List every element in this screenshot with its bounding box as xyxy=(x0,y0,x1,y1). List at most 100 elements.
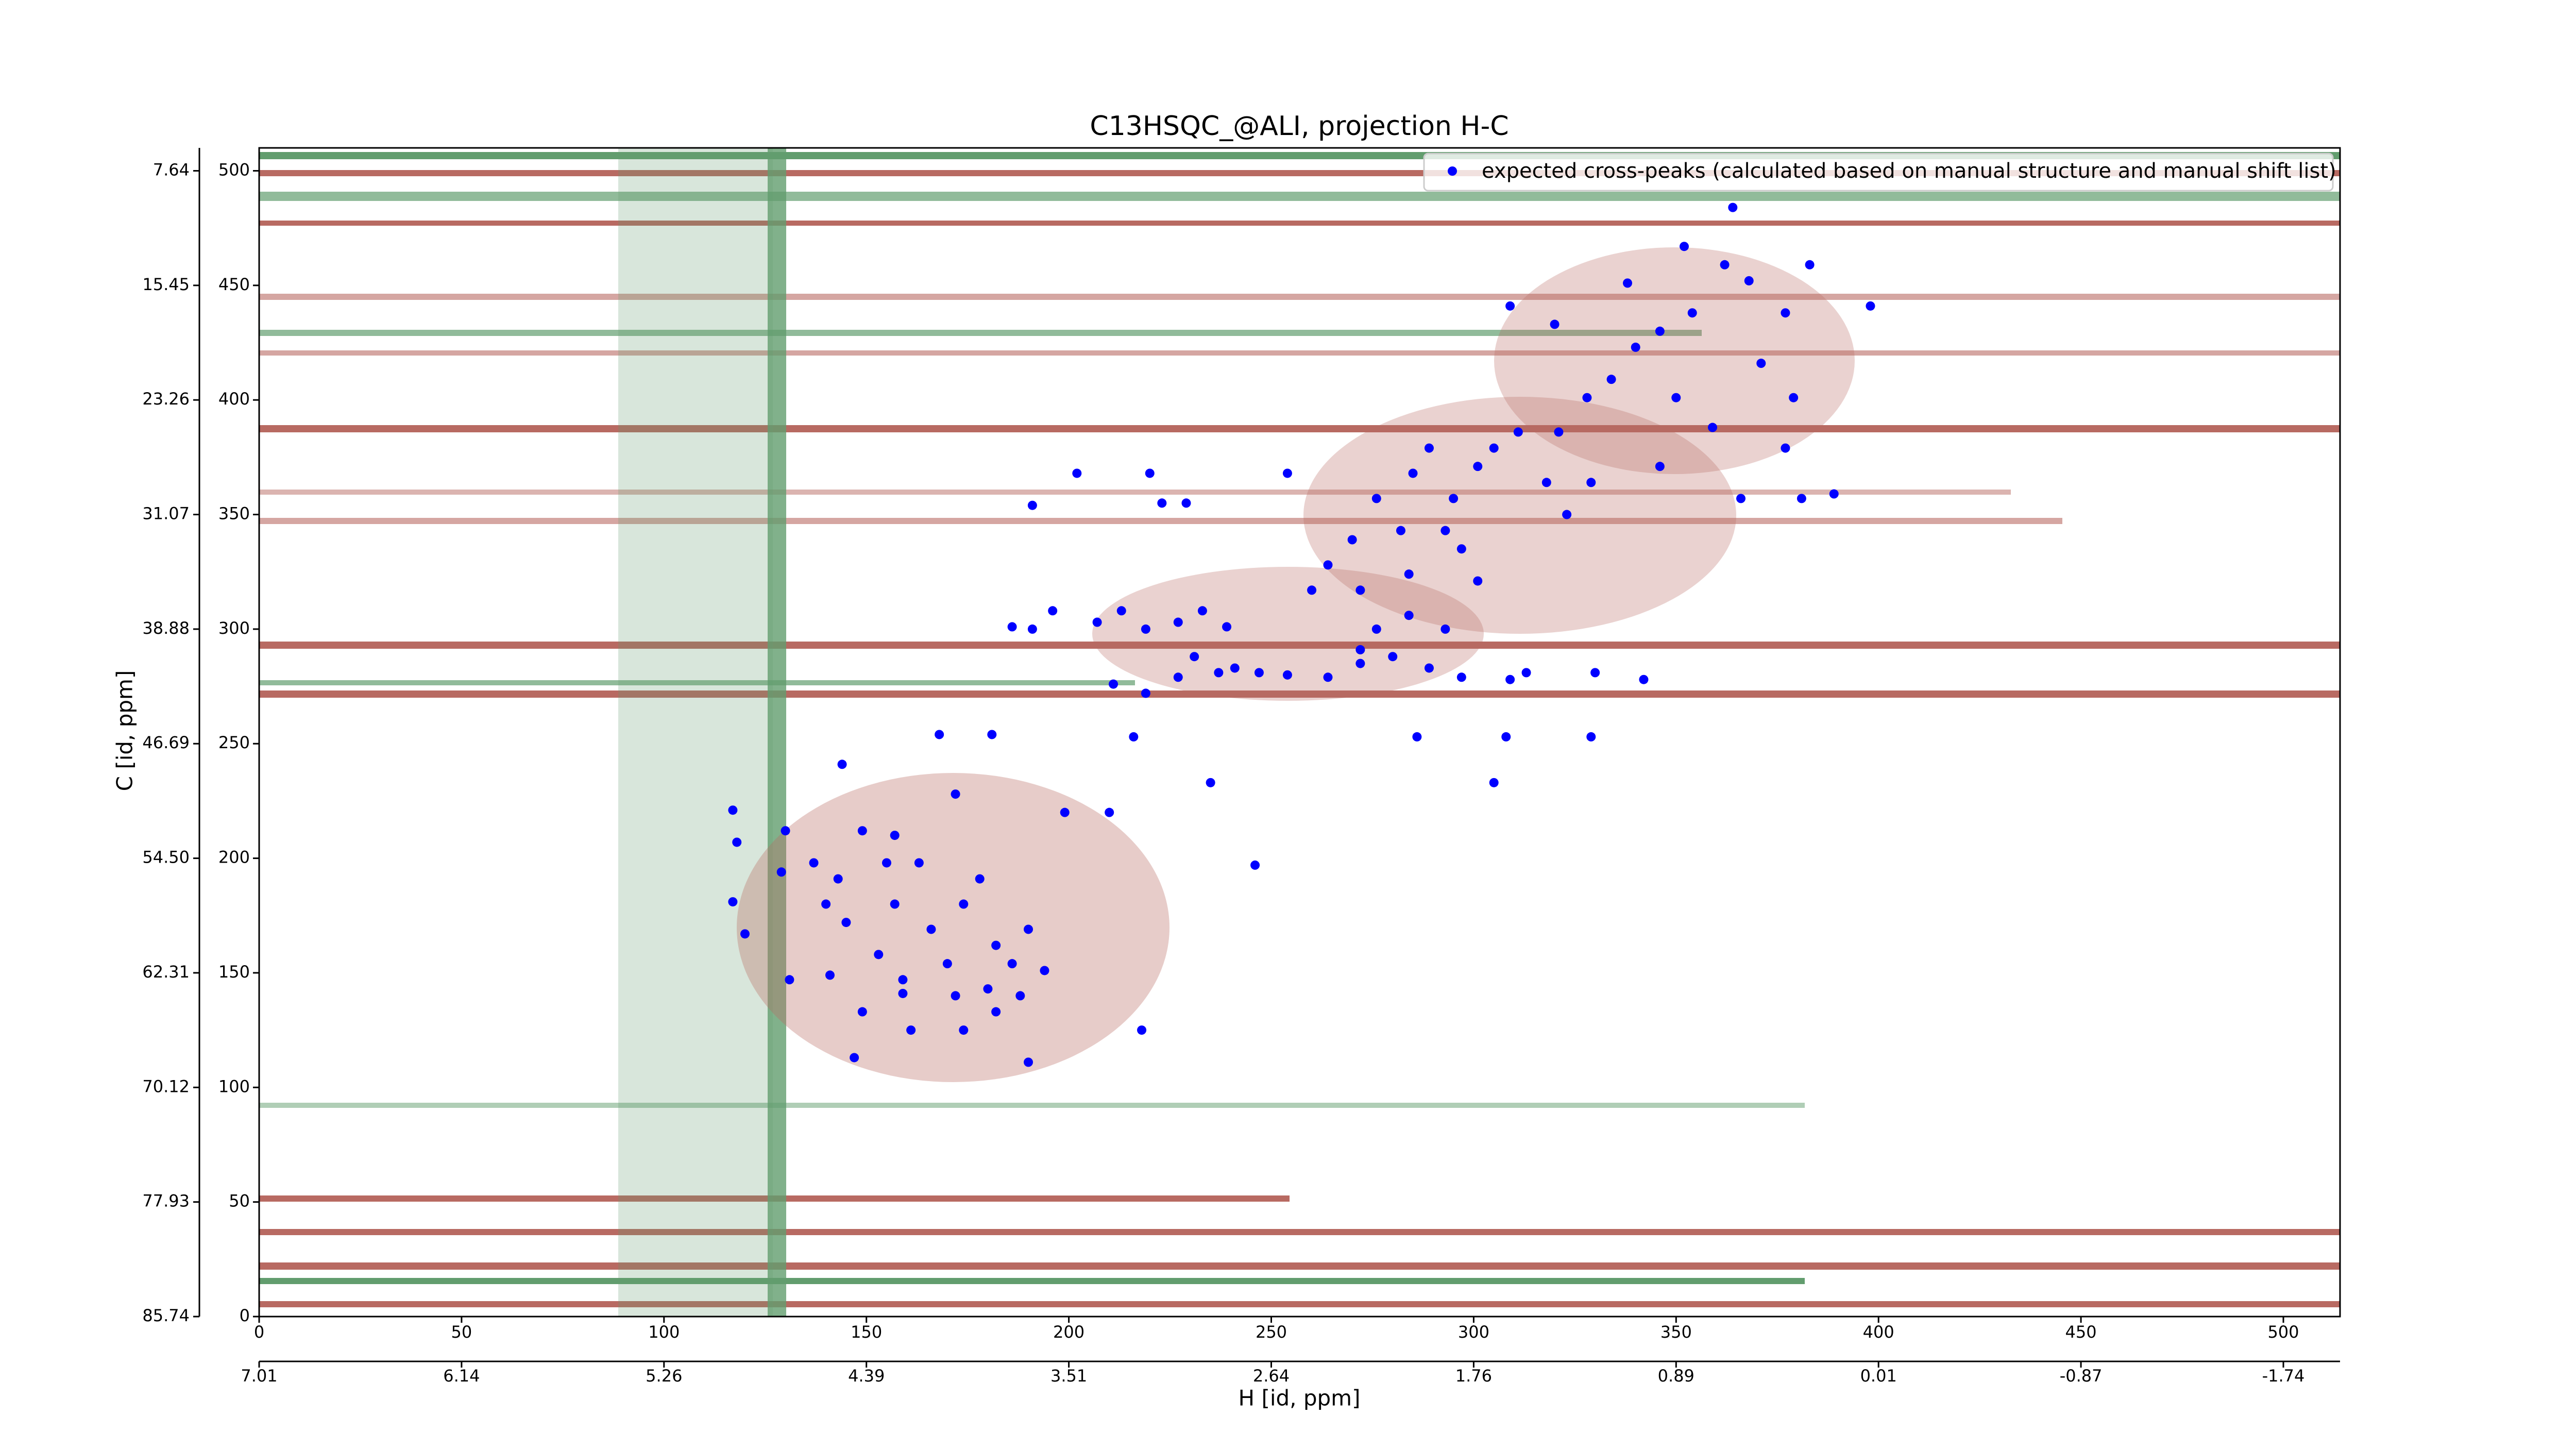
cross-peak xyxy=(1513,427,1523,437)
cross-peak xyxy=(1449,494,1459,503)
cross-peak xyxy=(1866,301,1875,311)
cross-peak xyxy=(1744,276,1754,285)
cross-peak xyxy=(1655,326,1665,336)
x-tick-label: 0 xyxy=(254,1322,264,1342)
cross-peak xyxy=(728,805,738,815)
cross-peak xyxy=(1092,617,1102,627)
contour-blob xyxy=(737,773,1170,1082)
cross-peak xyxy=(1129,732,1139,742)
cross-peak xyxy=(874,950,884,959)
cross-peak xyxy=(857,1007,867,1017)
cross-peak xyxy=(1728,203,1738,212)
contour-band xyxy=(259,1229,2340,1235)
cross-peak xyxy=(1282,468,1292,478)
cross-peak xyxy=(825,970,835,980)
cross-peak xyxy=(1781,443,1790,453)
cross-peak xyxy=(1805,260,1815,269)
y2-tick-label: 54.50 xyxy=(142,848,190,867)
cross-peak xyxy=(1554,427,1564,437)
x2-tick-label: 2.64 xyxy=(1253,1366,1290,1386)
cross-peak xyxy=(821,899,831,909)
cross-peak xyxy=(1404,611,1414,620)
cross-peak xyxy=(1829,489,1839,499)
cross-peak xyxy=(991,940,1001,950)
cross-peak xyxy=(1501,732,1511,742)
x-axis-label: H [id, ppm] xyxy=(1239,1386,1361,1411)
x2-tick-label: -0.87 xyxy=(2060,1366,2103,1386)
cross-peak xyxy=(1105,807,1114,817)
cross-peak xyxy=(898,988,908,998)
x2-tick-label: 1.76 xyxy=(1455,1366,1492,1386)
cross-peak xyxy=(1222,622,1232,632)
y-tick-label: 250 xyxy=(218,733,250,752)
cross-peak xyxy=(890,831,900,840)
x-tick-label: 250 xyxy=(1256,1322,1287,1342)
cross-peak xyxy=(1586,732,1596,742)
cross-peak xyxy=(942,959,952,969)
cross-peak xyxy=(1060,807,1070,817)
cross-peak xyxy=(1323,672,1333,682)
cross-peak xyxy=(1347,535,1357,545)
y-tick-label: 500 xyxy=(218,160,250,179)
x-tick-label: 50 xyxy=(451,1322,472,1342)
cross-peak xyxy=(1141,624,1150,634)
cross-peak xyxy=(833,874,843,884)
cross-peak xyxy=(1027,624,1037,634)
cross-peak xyxy=(1230,663,1240,673)
cross-peak xyxy=(987,730,997,739)
x-tick-label: 350 xyxy=(1660,1322,1692,1342)
cross-peak xyxy=(1355,585,1365,595)
y-tick-label: 200 xyxy=(218,848,250,867)
cross-peak xyxy=(1412,732,1422,742)
cross-peak xyxy=(1145,468,1155,478)
cross-peak xyxy=(959,899,969,909)
cross-peak xyxy=(1404,569,1414,579)
cross-peak xyxy=(1456,672,1466,682)
cross-peak xyxy=(857,826,867,836)
cross-peak xyxy=(1440,624,1450,634)
contour-band xyxy=(259,1262,2340,1270)
cross-peak xyxy=(1015,991,1025,1001)
cross-peak xyxy=(1622,278,1632,288)
y-tick-label: 50 xyxy=(229,1191,250,1211)
y-tick-label: 350 xyxy=(218,504,250,524)
cross-peak xyxy=(1307,585,1317,595)
cross-peak xyxy=(1541,478,1551,487)
x-tick-label: 400 xyxy=(1863,1322,1894,1342)
cross-peak xyxy=(1048,606,1058,616)
cross-peak xyxy=(975,874,985,884)
cross-peak xyxy=(1505,301,1515,311)
y-tick-label: 400 xyxy=(218,389,250,409)
contour-band xyxy=(259,221,2340,226)
cross-peak xyxy=(1157,498,1167,508)
cross-peak xyxy=(785,975,794,985)
y-tick-label: 300 xyxy=(218,618,250,638)
cross-peak xyxy=(991,1007,1001,1017)
x-tick-label: 500 xyxy=(2267,1322,2299,1342)
cross-peak xyxy=(1797,494,1806,503)
contour-band xyxy=(259,490,2011,495)
cross-peak xyxy=(1254,668,1264,678)
cross-peak xyxy=(1355,659,1365,668)
cross-peak xyxy=(1141,688,1150,698)
contour-band xyxy=(259,350,2340,356)
y2-tick-label: 85.74 xyxy=(142,1306,190,1325)
x-tick-label: 100 xyxy=(648,1322,680,1342)
cross-peak xyxy=(1206,778,1215,787)
contour-blob xyxy=(1092,567,1484,701)
cross-peak xyxy=(1473,462,1483,471)
legend-marker xyxy=(1448,166,1457,176)
y2-tick-label: 7.64 xyxy=(153,160,190,179)
cross-peak xyxy=(1282,670,1292,680)
cross-peak xyxy=(776,867,786,877)
cross-peak xyxy=(1173,672,1183,682)
cross-peak xyxy=(728,897,738,907)
cross-peak xyxy=(1789,393,1799,402)
y2-tick-label: 77.93 xyxy=(142,1191,190,1211)
contour-blob xyxy=(1494,247,1855,474)
y2-tick-label: 70.12 xyxy=(142,1076,190,1096)
x2-tick-label: 0.01 xyxy=(1860,1366,1897,1386)
cross-peak xyxy=(1027,500,1037,510)
cross-peak xyxy=(959,1025,969,1035)
